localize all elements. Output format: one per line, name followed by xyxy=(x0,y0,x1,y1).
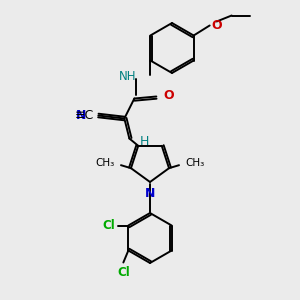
Text: H: H xyxy=(139,135,149,148)
Text: O: O xyxy=(212,19,222,32)
Text: NH: NH xyxy=(119,70,136,83)
Text: Cl: Cl xyxy=(117,266,130,280)
Text: N: N xyxy=(145,187,155,200)
Text: ≡C: ≡C xyxy=(75,109,94,122)
Text: CH₃: CH₃ xyxy=(96,158,115,168)
Text: N: N xyxy=(76,109,86,122)
Text: Cl: Cl xyxy=(103,219,115,232)
Text: CH₃: CH₃ xyxy=(185,158,204,168)
Text: O: O xyxy=(163,89,174,102)
